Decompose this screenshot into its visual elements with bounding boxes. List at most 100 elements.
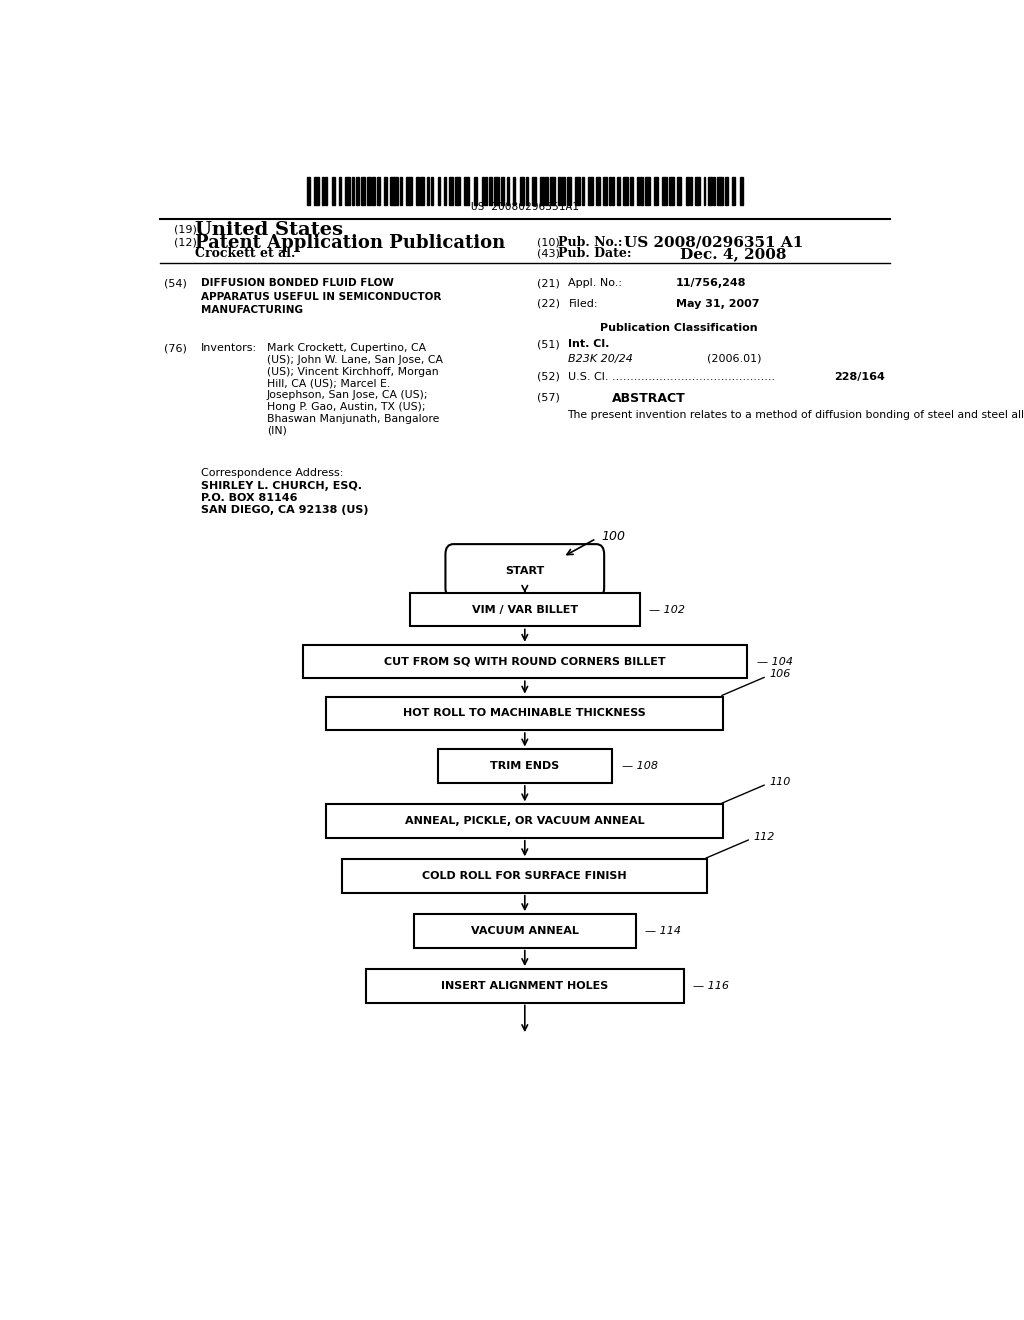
Text: CUT FROM SQ WITH ROUND CORNERS BILLET: CUT FROM SQ WITH ROUND CORNERS BILLET (384, 656, 666, 667)
Text: United States: United States (196, 220, 343, 239)
Text: — 114: — 114 (645, 925, 681, 936)
Bar (502, 177, 504, 205)
Text: Pub. Date:: Pub. Date: (558, 247, 632, 260)
Text: Patent Application Publication: Patent Application Publication (196, 234, 506, 252)
Bar (367, 177, 371, 205)
Bar (431, 177, 433, 205)
Text: Dec. 4, 2008: Dec. 4, 2008 (680, 247, 786, 261)
Bar (427, 177, 429, 205)
Text: (52): (52) (537, 372, 559, 381)
Text: VACUUM ANNEAL: VACUUM ANNEAL (471, 925, 579, 936)
Text: (12): (12) (174, 238, 197, 248)
Text: 11/756,248: 11/756,248 (676, 279, 746, 288)
Text: — 102: — 102 (649, 605, 685, 615)
Bar (416, 177, 419, 205)
Text: (IN): (IN) (267, 425, 287, 436)
Text: The present invention relates to a method of diffusion bonding of steel and stee: The present invention relates to a metho… (567, 411, 1024, 421)
Bar (617, 177, 621, 205)
Bar (725, 177, 728, 205)
Bar (361, 177, 365, 205)
Text: 110: 110 (769, 777, 791, 787)
Text: (US); John W. Lane, San Jose, CA: (US); John W. Lane, San Jose, CA (267, 355, 442, 366)
Text: DIFFUSION BONDED FLUID FLOW
APPARATUS USEFUL IN SEMICONDUCTOR
MANUFACTURING: DIFFUSION BONDED FLUID FLOW APPARATUS US… (201, 279, 441, 314)
Bar (732, 177, 735, 205)
Text: Appl. No.:: Appl. No.: (568, 279, 623, 288)
Bar (520, 177, 524, 205)
Text: Publication Classification: Publication Classification (600, 323, 758, 333)
Bar (550, 177, 555, 205)
Bar (686, 177, 688, 205)
Text: ANNEAL, PICKLE, OR VACUUM ANNEAL: ANNEAL, PICKLE, OR VACUUM ANNEAL (404, 816, 645, 826)
Text: (57): (57) (537, 392, 559, 403)
Bar (669, 177, 674, 205)
FancyBboxPatch shape (303, 644, 748, 678)
Text: SHIRLEY L. CHURCH, ESQ.: SHIRLEY L. CHURCH, ESQ. (201, 480, 362, 491)
Bar (407, 177, 412, 205)
Text: (51): (51) (537, 339, 559, 350)
Text: 106: 106 (769, 669, 791, 680)
Text: HOT ROLL TO MACHINABLE THICKNESS: HOT ROLL TO MACHINABLE THICKNESS (403, 709, 646, 718)
Text: P.O. BOX 81146: P.O. BOX 81146 (201, 492, 298, 503)
Bar (637, 177, 639, 205)
Text: (54): (54) (164, 279, 186, 288)
FancyBboxPatch shape (367, 969, 684, 1002)
Bar (507, 177, 509, 205)
Bar (690, 177, 692, 205)
Text: (22): (22) (537, 298, 560, 309)
Bar (718, 177, 723, 205)
Text: — 104: — 104 (757, 656, 793, 667)
Text: Hong P. Gao, Austin, TX (US);: Hong P. Gao, Austin, TX (US); (267, 401, 425, 412)
FancyBboxPatch shape (437, 750, 612, 783)
Text: May 31, 2007: May 31, 2007 (676, 298, 759, 309)
Bar (583, 177, 585, 205)
Text: U.S. Cl. .............................................: U.S. Cl. ...............................… (568, 372, 775, 381)
Text: INSERT ALIGNMENT HOLES: INSERT ALIGNMENT HOLES (441, 981, 608, 991)
Text: Crockett et al.: Crockett et al. (196, 247, 296, 260)
Text: — 108: — 108 (622, 762, 657, 771)
Bar (531, 177, 536, 205)
Bar (420, 177, 424, 205)
FancyBboxPatch shape (342, 859, 708, 892)
Text: Correspondence Address:: Correspondence Address: (201, 469, 343, 478)
Bar (377, 177, 381, 205)
Bar (355, 177, 358, 205)
Bar (574, 177, 580, 205)
Text: Int. Cl.: Int. Cl. (568, 339, 610, 350)
Bar (394, 177, 398, 205)
Bar (495, 177, 499, 205)
Bar (588, 177, 593, 205)
Bar (567, 177, 571, 205)
Bar (623, 177, 628, 205)
Text: Bhaswan Manjunath, Bangalore: Bhaswan Manjunath, Bangalore (267, 413, 439, 424)
Bar (326, 177, 328, 205)
Text: — 116: — 116 (693, 981, 729, 991)
Bar (400, 177, 401, 205)
Text: COLD ROLL FOR SURFACE FINISH: COLD ROLL FOR SURFACE FINISH (423, 871, 627, 880)
Text: (21): (21) (537, 279, 559, 288)
Text: (10): (10) (537, 238, 559, 248)
Bar (558, 177, 561, 205)
Bar (322, 177, 324, 205)
Bar (482, 177, 484, 205)
Bar (644, 177, 650, 205)
Text: US 2008/0296351 A1: US 2008/0296351 A1 (624, 236, 804, 249)
Text: START: START (505, 566, 545, 576)
Bar (389, 177, 393, 205)
Bar (703, 177, 706, 205)
Bar (306, 177, 309, 205)
Text: Inventors:: Inventors: (201, 343, 257, 354)
Bar (489, 177, 493, 205)
Text: Hill, CA (US); Marcel E.: Hill, CA (US); Marcel E. (267, 379, 390, 388)
Text: 100: 100 (602, 531, 626, 543)
Bar (654, 177, 658, 205)
Bar (345, 177, 350, 205)
Bar (526, 177, 527, 205)
Text: Mark Crockett, Cupertino, CA: Mark Crockett, Cupertino, CA (267, 343, 426, 354)
Text: ABSTRACT: ABSTRACT (612, 392, 686, 405)
Bar (485, 177, 487, 205)
Bar (695, 177, 699, 205)
Text: 112: 112 (754, 832, 775, 842)
Bar (609, 177, 611, 205)
Text: US 20080296351A1: US 20080296351A1 (471, 202, 579, 213)
Bar (332, 177, 336, 205)
